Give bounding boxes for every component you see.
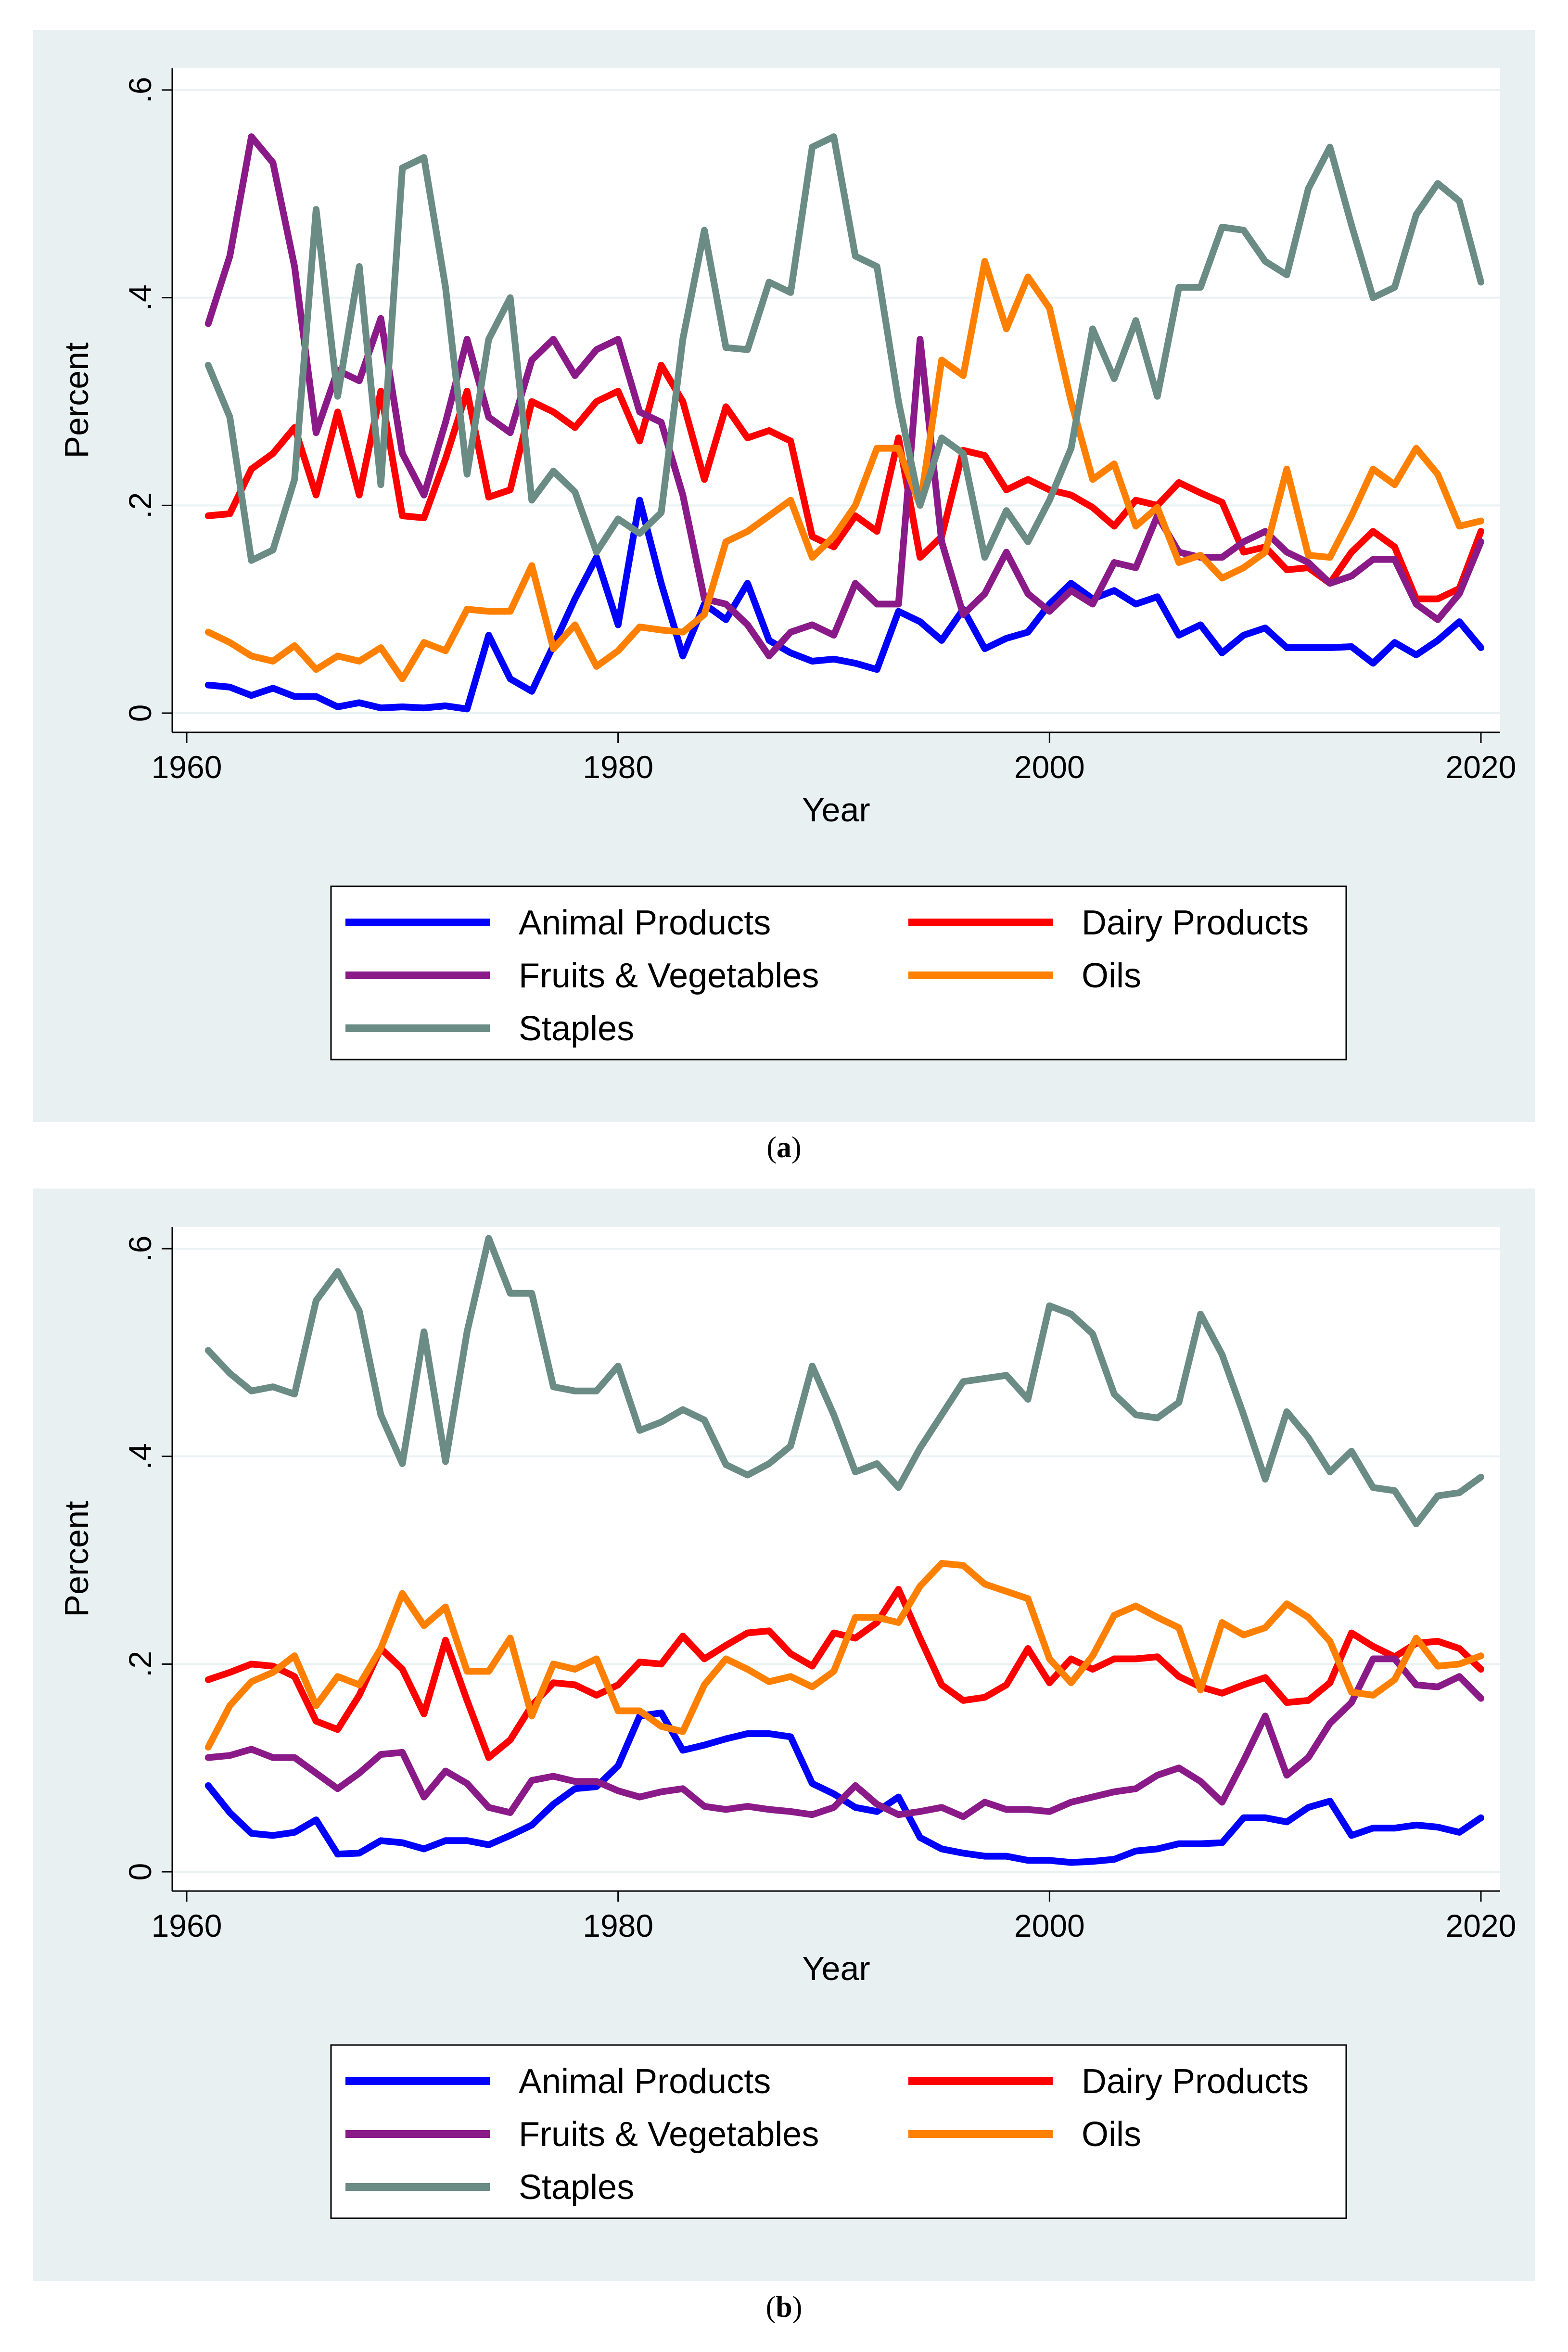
x-tick-label: 2000 (1014, 1908, 1085, 1943)
legend-label-staples: Staples (519, 1010, 634, 1048)
legend-label-dairy-products: Dairy Products (1082, 2062, 1309, 2101)
chart-panel-a: 0 .2 .4 .6 1960 1980 2000 2020 Year Percent Animal… (33, 30, 1535, 1122)
y-tick-label: 0 (122, 704, 158, 722)
y-tick-label: 0 (122, 1863, 158, 1881)
x-tick-label: 2000 (1014, 749, 1085, 785)
series-line-oils (204, 258, 1484, 682)
legend-label-oils: Oils (1082, 2115, 1141, 2154)
legend-label-dairy-products: Dairy Products (1082, 904, 1309, 942)
x-tick-label: 1960 (152, 1908, 222, 1943)
caption-b-label: b (776, 2291, 792, 2324)
x-tick-label: 1980 (583, 749, 653, 785)
legend-label-staples: Staples (519, 2168, 634, 2207)
series-line-staples (204, 133, 1484, 564)
series-line-animal-products (204, 497, 1484, 713)
x-axis-title: Year (802, 1950, 870, 1987)
series-line-fruits-vegetables (204, 1655, 1484, 1820)
caption-b: (b) (765, 2291, 803, 2324)
caption-a-label: a (777, 1131, 791, 1164)
legend-label-fruits-vegetables: Fruits & Vegetables (519, 957, 819, 995)
legend-label-fruits-vegetables: Fruits & Vegetables (519, 2115, 819, 2154)
chart-panel-b: 0 .2 .4 .6 1960 1980 2000 2020 Year Percent Animal… (33, 1189, 1535, 2281)
plot-area (172, 1227, 1500, 1891)
x-tick-label: 1980 (583, 1908, 653, 1943)
y-tick-label: .2 (122, 492, 158, 519)
y-tick-label: .6 (122, 77, 158, 103)
legend-box (330, 885, 1347, 1061)
series-line-staples (204, 1235, 1484, 1527)
x-tick-label: 1960 (152, 749, 222, 785)
x-axis-title: Year (802, 791, 870, 829)
y-axis-title: Percent (58, 342, 95, 458)
legend-box (330, 2044, 1347, 2219)
y-tick-label: .4 (122, 1443, 158, 1470)
line-chart-a: 0 .2 .4 .6 1960 1980 2000 2020 Year Percent Animal… (58, 68, 1517, 1061)
legend-label-animal-products: Animal Products (519, 2062, 771, 2101)
legend: Animal Products Dairy Products Fruits & Ve… (330, 2044, 1347, 2219)
y-axis-title: Percent (58, 1501, 95, 1617)
x-tick-label: 2020 (1446, 749, 1517, 785)
y-tick-label: .6 (122, 1235, 158, 1262)
legend-label-animal-products: Animal Products (519, 904, 771, 942)
legend-label-oils: Oils (1082, 957, 1141, 995)
y-tick-label: .2 (122, 1651, 158, 1677)
x-tick-label: 2020 (1446, 1908, 1517, 1943)
series-line-oils (204, 1560, 1484, 1751)
y-tick-label: .4 (122, 284, 158, 311)
legend: Animal Products Dairy Products Fruits & Ve… (330, 885, 1347, 1061)
caption-a: (a) (766, 1131, 802, 1164)
line-chart-b: 0 .2 .4 .6 1960 1980 2000 2020 Year Percent Animal… (58, 1227, 1517, 2219)
